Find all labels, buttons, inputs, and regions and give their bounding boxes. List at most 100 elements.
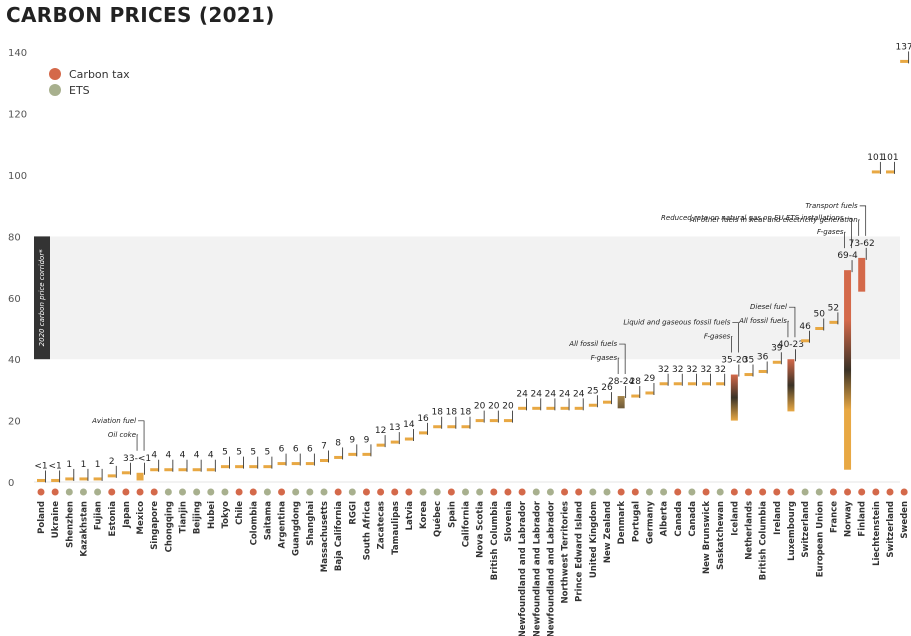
price-mark bbox=[574, 406, 583, 410]
y-tick-label: 60 bbox=[8, 294, 21, 305]
price-mark bbox=[886, 170, 894, 174]
carbon-tax-dot bbox=[391, 488, 399, 496]
carbon-tax-dot bbox=[278, 488, 286, 496]
annotation-leader bbox=[844, 231, 846, 249]
price-mark bbox=[192, 468, 201, 472]
price-mark bbox=[871, 170, 880, 174]
price-mark bbox=[532, 406, 541, 410]
price-mark bbox=[51, 478, 60, 482]
category-label: Germany bbox=[645, 501, 655, 545]
category-label: Finland bbox=[858, 501, 868, 537]
price-mark bbox=[419, 431, 428, 435]
ets-dot bbox=[79, 488, 87, 496]
price-mark bbox=[815, 327, 824, 330]
value-label: 73-62 bbox=[849, 239, 875, 249]
value-label: 6 bbox=[279, 445, 285, 455]
annotation-leader bbox=[617, 357, 620, 375]
price-mark bbox=[37, 478, 45, 482]
value-label: 5 bbox=[236, 448, 242, 458]
range-bar bbox=[844, 270, 852, 470]
category-label: Newfoundland and Labrador bbox=[532, 500, 542, 636]
value-label: 5 bbox=[265, 448, 271, 458]
carbon-tax-dot bbox=[504, 488, 512, 496]
carbon-tax-dot bbox=[617, 488, 625, 496]
ets-dot bbox=[589, 488, 597, 496]
category-label: Liechtenstein bbox=[872, 501, 882, 566]
annotation-leader bbox=[136, 434, 139, 451]
category-label: United Kingdom bbox=[589, 501, 599, 578]
price-mark bbox=[900, 59, 909, 63]
carbon-tax-dot bbox=[447, 488, 455, 496]
y-tick-label: 100 bbox=[8, 171, 27, 182]
annotation-leader bbox=[787, 320, 789, 338]
category-label: Nova Scotia bbox=[476, 501, 486, 558]
category-label: European Union bbox=[815, 501, 825, 577]
value-label: 36 bbox=[757, 352, 769, 362]
value-label: 32 bbox=[672, 365, 683, 375]
value-label: 29 bbox=[644, 374, 656, 384]
price-mark bbox=[93, 477, 102, 481]
annotation-leader bbox=[858, 219, 860, 236]
category-label: Denmark bbox=[617, 501, 627, 545]
value-label: 52 bbox=[828, 303, 839, 313]
ets-dot bbox=[65, 488, 73, 496]
carbon-tax-dot bbox=[787, 488, 795, 496]
price-mark bbox=[334, 455, 343, 459]
price-mark bbox=[150, 468, 159, 472]
y-tick-label: 20 bbox=[8, 417, 21, 428]
price-mark bbox=[702, 382, 711, 386]
annotation-text: Transport fuels bbox=[805, 202, 858, 210]
price-mark bbox=[631, 394, 640, 398]
price-mark bbox=[362, 452, 371, 456]
annotation-text: All fossil fuels bbox=[568, 340, 617, 348]
carbon-tax-dot bbox=[674, 488, 682, 496]
value-label: 1 bbox=[81, 460, 87, 470]
category-label: Sweden bbox=[900, 501, 910, 539]
range-bar bbox=[730, 374, 738, 421]
price-mark bbox=[220, 465, 229, 469]
ets-dot bbox=[263, 488, 271, 496]
value-label: 26 bbox=[601, 383, 613, 393]
value-label: 4 bbox=[194, 451, 200, 461]
category-label: Mexico bbox=[136, 501, 146, 535]
ets-dot bbox=[164, 488, 172, 496]
price-mark bbox=[546, 406, 555, 410]
category-label: Tokyo bbox=[221, 501, 231, 529]
ets-dot bbox=[94, 488, 102, 496]
value-label: 6 bbox=[307, 445, 313, 455]
value-label: 7 bbox=[321, 442, 327, 452]
carbon-tax-dot bbox=[51, 488, 59, 496]
category-label: Kazakhstan bbox=[79, 501, 89, 557]
category-label: New Zealand bbox=[603, 501, 613, 563]
ets-dot bbox=[660, 488, 668, 496]
price-mark bbox=[503, 419, 512, 423]
category-label: Newfoundland and Labrador bbox=[546, 500, 556, 636]
annotation-leader bbox=[788, 306, 796, 338]
chart-title: CARBON PRICES (2021) bbox=[6, 3, 275, 27]
category-label: Guangdong bbox=[292, 501, 302, 556]
price-mark bbox=[348, 452, 357, 456]
category-label: Québec bbox=[432, 501, 443, 537]
y-tick-label: 120 bbox=[8, 110, 27, 121]
price-mark bbox=[489, 419, 498, 423]
price-mark bbox=[79, 477, 88, 481]
category-label: Tamaulipas bbox=[391, 501, 401, 555]
value-label: 101 bbox=[881, 153, 898, 163]
carbon-tax-dot bbox=[235, 488, 243, 496]
ets-dot bbox=[476, 488, 484, 496]
category-label: France bbox=[829, 501, 839, 533]
value-label: 28-24 bbox=[608, 377, 634, 387]
value-label: 32 bbox=[658, 365, 669, 375]
category-label: British Columbia bbox=[490, 501, 500, 581]
price-mark bbox=[404, 437, 413, 441]
ets-dot bbox=[320, 488, 328, 496]
price-mark bbox=[603, 400, 611, 404]
value-label: 28 bbox=[630, 377, 642, 387]
value-label: 101 bbox=[867, 153, 884, 163]
category-label: South Africa bbox=[362, 501, 372, 561]
value-label: 18 bbox=[446, 408, 458, 418]
ets-dot bbox=[815, 488, 823, 496]
value-label: 24 bbox=[545, 389, 557, 399]
